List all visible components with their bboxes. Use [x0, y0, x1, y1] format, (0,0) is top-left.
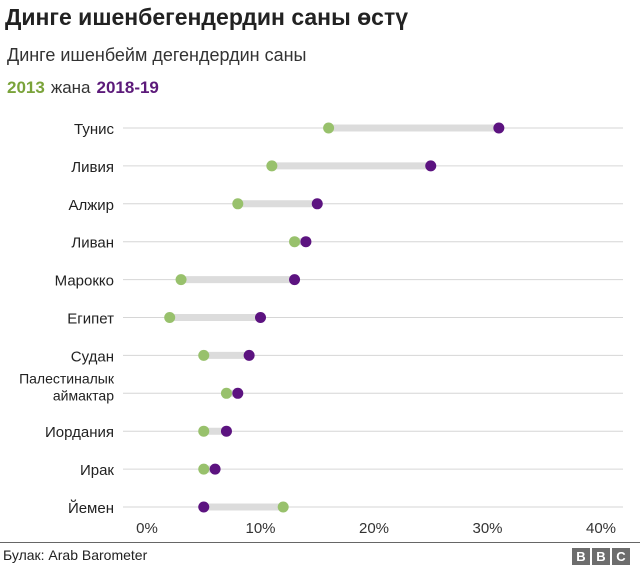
point-2013 [198, 425, 210, 437]
point-2018-19 [243, 349, 255, 361]
category-label: Марокко [55, 273, 114, 290]
x-tick-label: 40% [586, 520, 616, 537]
point-2018-19 [493, 122, 505, 134]
category-label: Ливия [71, 159, 114, 176]
category-label: Йемен [68, 499, 114, 517]
category-label: Палестиналык аймактар [19, 370, 115, 403]
category-label: Судан [71, 348, 114, 365]
point-2013 [164, 312, 176, 323]
point-2013 [277, 501, 289, 513]
point-2018-19 [209, 463, 221, 475]
category-label: Алжир [68, 197, 114, 214]
category-label: Ирак [80, 462, 114, 479]
legend-2018-19: 2018-19 [96, 78, 159, 97]
category-label: Тунис [74, 121, 114, 138]
point-2018-19 [289, 274, 301, 286]
bbc-logo: B B C [572, 548, 630, 565]
point-2013 [175, 274, 187, 286]
point-2018-19 [425, 160, 437, 172]
chart-title: Динге ишенбегендердин саны өстү [5, 4, 409, 30]
category-label: Ливан [71, 235, 114, 252]
x-tick-label: 10% [245, 520, 275, 537]
x-tick-label: 20% [359, 520, 389, 537]
chart-subtitle: Динге ишенбейм дегендердин саны [7, 45, 307, 65]
legend-joiner: жана [50, 78, 91, 97]
category-label: Иордания [45, 424, 114, 441]
point-2018-19 [198, 501, 210, 513]
point-2013 [323, 122, 335, 134]
point-2018-19 [255, 312, 266, 323]
point-2013 [289, 236, 301, 248]
point-2013 [266, 160, 278, 172]
point-2018-19 [232, 387, 244, 399]
footer-divider [0, 542, 640, 543]
point-2013 [220, 387, 232, 399]
point-2013 [232, 198, 244, 210]
point-2018-19 [311, 198, 323, 210]
point-2018-19 [300, 236, 312, 248]
point-2013 [198, 349, 210, 361]
bbc-logo-letter: B [572, 548, 590, 565]
category-label: Египет [67, 311, 114, 328]
point-2018-19 [220, 425, 232, 437]
legend: 2013 жана 2018-19 [7, 78, 159, 98]
bbc-logo-letter: B [592, 548, 610, 565]
legend-2013: 2013 [7, 78, 45, 97]
source-note: Булак: Arab Barometer [3, 547, 148, 563]
x-tick-label: 30% [472, 520, 502, 537]
point-2013 [198, 463, 210, 475]
x-tick-label: 0% [136, 520, 158, 537]
bbc-logo-letter: C [612, 548, 630, 565]
